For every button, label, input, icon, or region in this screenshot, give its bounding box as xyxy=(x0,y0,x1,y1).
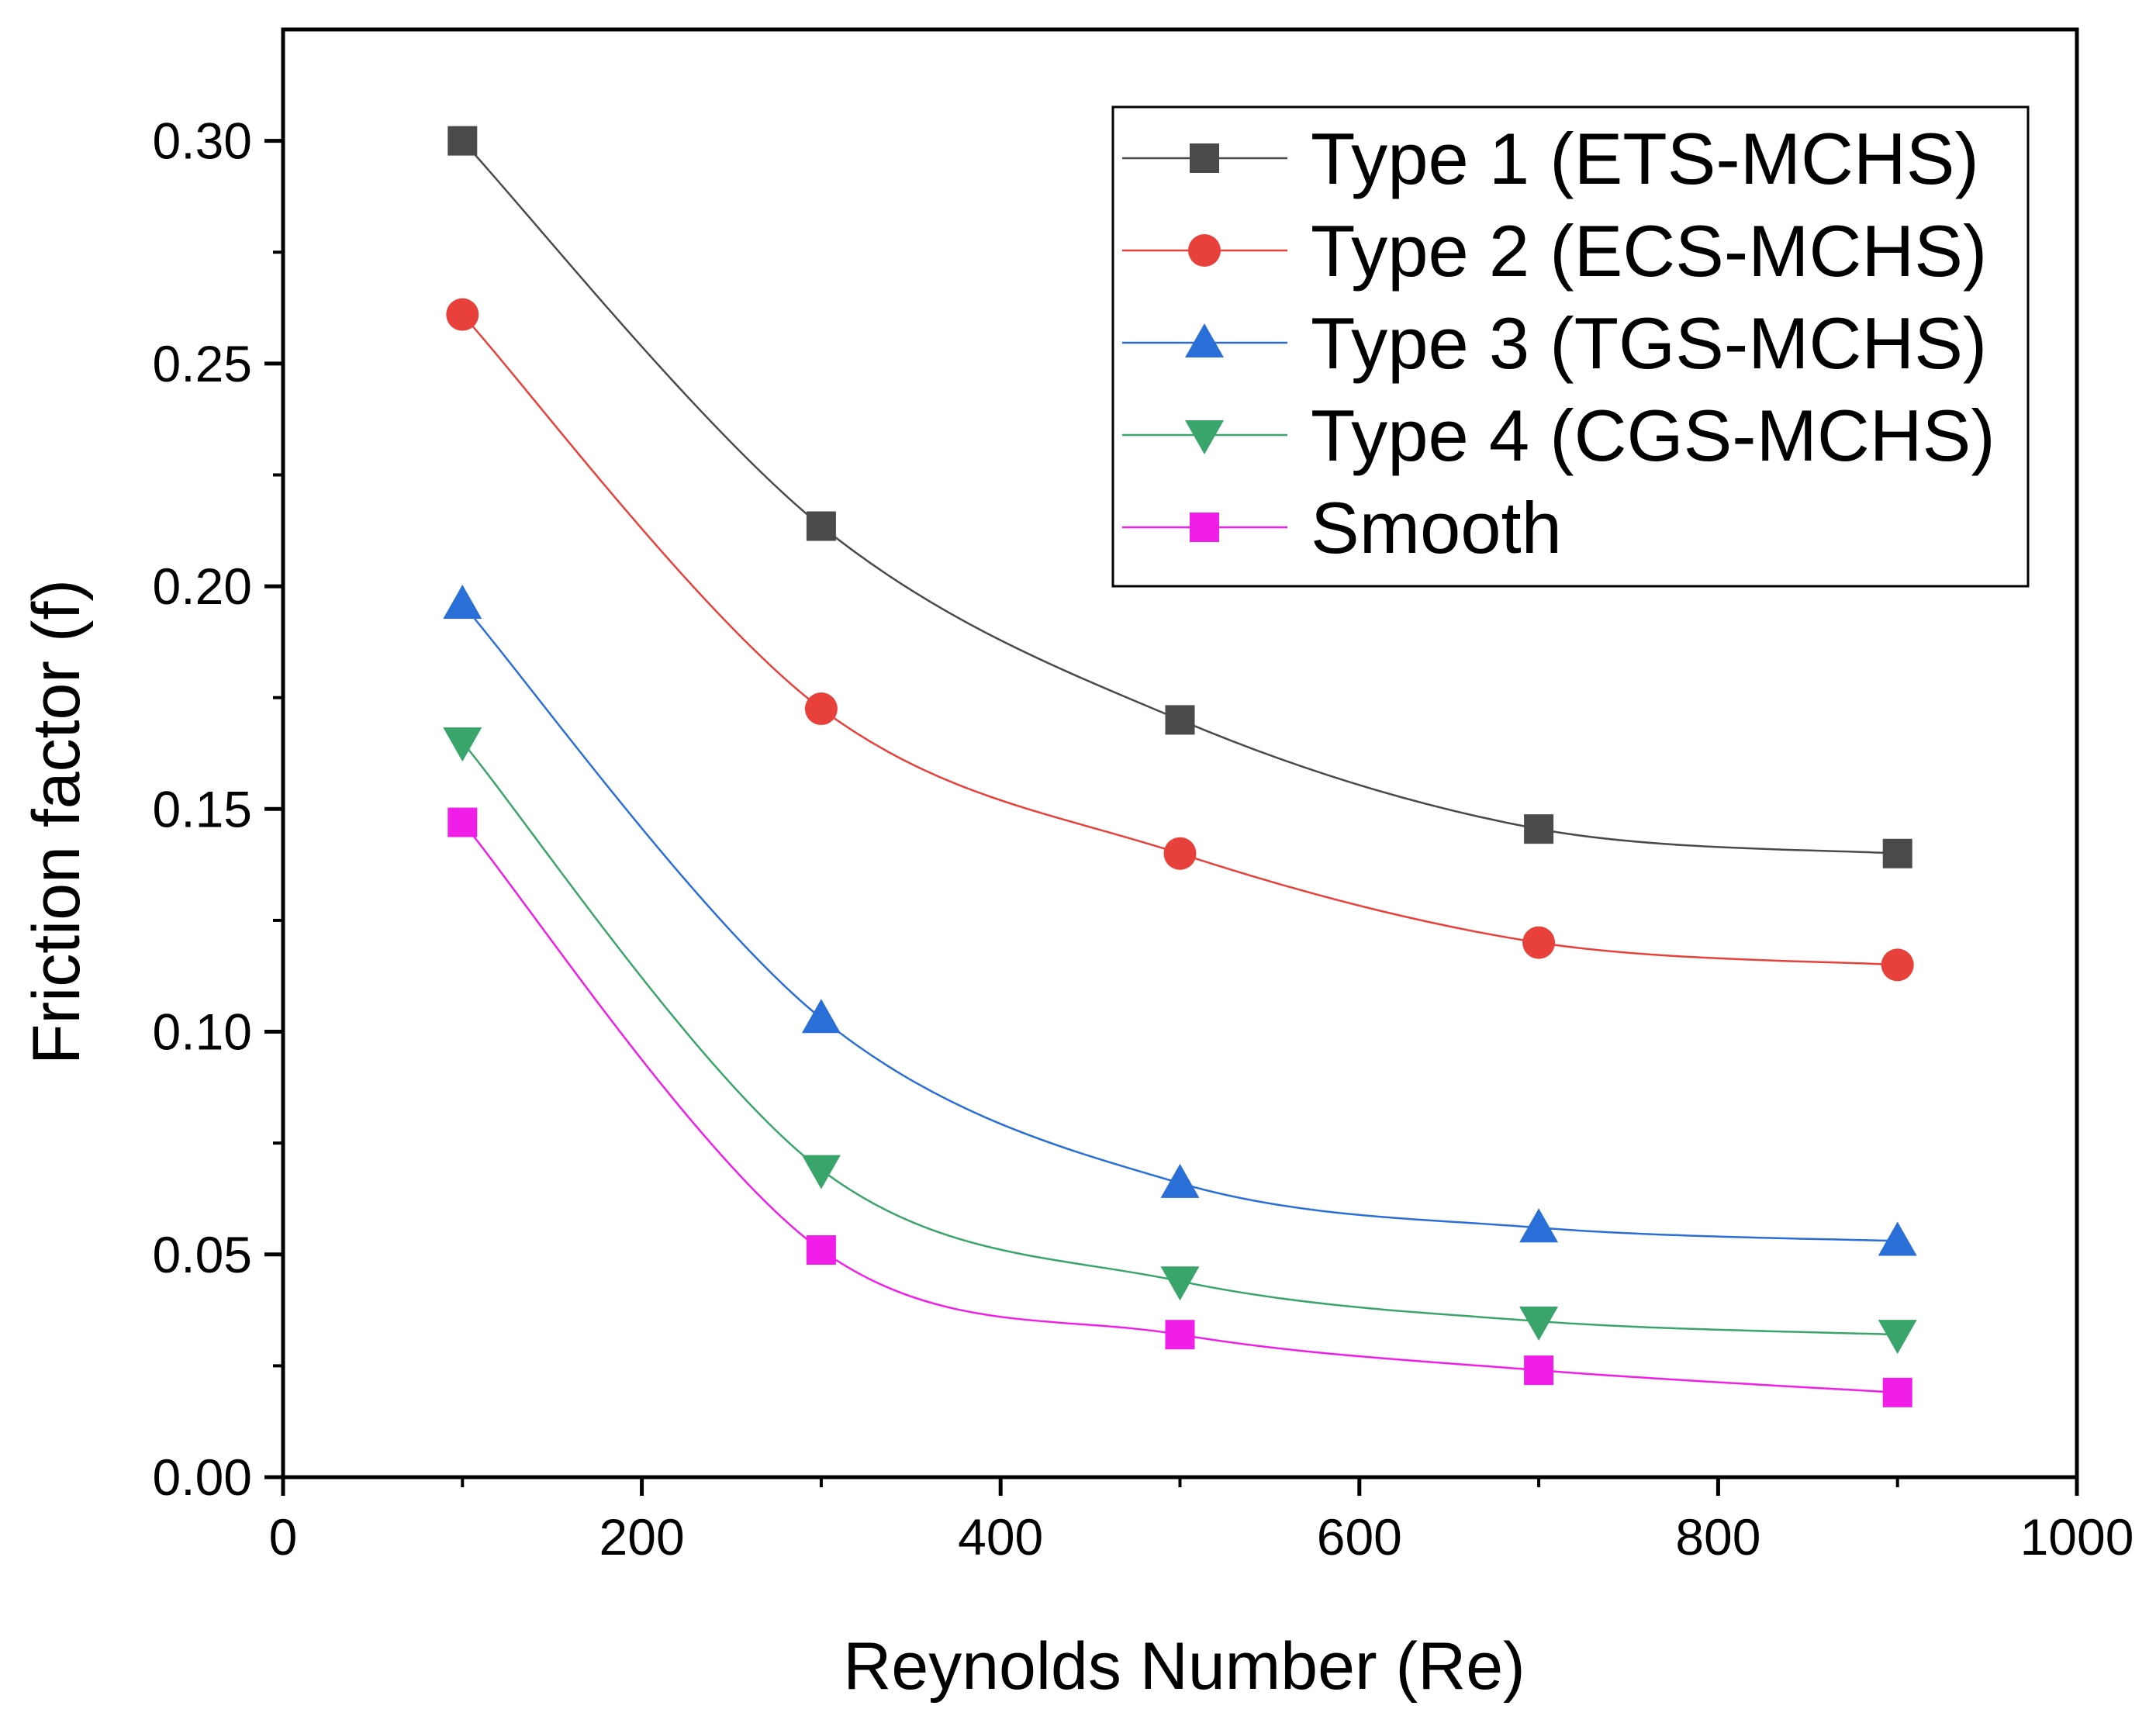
data-point-series-4 xyxy=(1160,1266,1200,1301)
data-point-series-5 xyxy=(1524,1355,1554,1386)
legend-box xyxy=(1111,105,2030,588)
legend-item: Type 2 (ECS-MCHS) xyxy=(1122,210,1987,292)
data-point-series-5 xyxy=(806,1235,836,1265)
data-point-series-1 xyxy=(447,126,478,156)
legend-label: Smooth xyxy=(1311,487,1562,568)
data-point-series-5 xyxy=(1882,1377,1912,1407)
y-tick-label: 0.10 xyxy=(153,1003,252,1061)
legend-marker xyxy=(1185,323,1224,357)
data-point-series-1 xyxy=(1524,814,1554,844)
data-point-series-3 xyxy=(1160,1163,1200,1198)
legend-marker xyxy=(1190,513,1219,542)
x-axis: 0 200 400 600 800 1000 xyxy=(269,1477,2134,1566)
y-tick-label: 0.15 xyxy=(153,780,252,837)
legend-item: Type 4 (CGS-MCHS) xyxy=(1122,395,1995,476)
data-point-series-5 xyxy=(447,807,478,837)
data-point-series-3 xyxy=(1878,1221,1917,1256)
data-point-series-2 xyxy=(1881,948,1914,982)
y-axis: 0.00 0.05 0.10 0.15 0.20 0.25 0.30 xyxy=(153,112,283,1506)
data-point-series-3 xyxy=(801,999,841,1034)
legend-marker xyxy=(1185,420,1224,454)
series-line-3 xyxy=(461,603,1898,1242)
y-tick-label: 0.05 xyxy=(153,1226,252,1283)
series-line-4 xyxy=(461,741,1898,1336)
data-point-series-4 xyxy=(1519,1306,1559,1341)
data-point-series-2 xyxy=(446,298,479,331)
series-line-1 xyxy=(461,140,1898,855)
x-axis-label: Reynolds Number (Re) xyxy=(843,1629,1525,1704)
legend-marker xyxy=(1190,143,1219,173)
data-point-series-1 xyxy=(806,511,836,541)
data-point-series-4 xyxy=(443,727,482,762)
y-tick-label: 0.30 xyxy=(153,112,252,170)
x-tick-label: 600 xyxy=(1317,1508,1402,1566)
data-point-series-4 xyxy=(801,1155,841,1189)
x-tick-label: 0 xyxy=(269,1508,298,1566)
series-markers xyxy=(443,126,1917,1407)
data-point-series-2 xyxy=(1522,926,1556,959)
legend-label: Type 2 (ECS-MCHS) xyxy=(1311,210,1987,292)
legend-item: Type 3 (TGS-MCHS) xyxy=(1122,302,1987,384)
x-tick-label: 200 xyxy=(599,1508,685,1566)
series-curves xyxy=(461,140,1898,1394)
data-point-series-4 xyxy=(1878,1320,1917,1355)
series-line-5 xyxy=(461,821,1898,1394)
y-tick-label: 0.20 xyxy=(153,558,252,615)
legend-marker xyxy=(1188,234,1221,267)
data-point-series-3 xyxy=(1519,1208,1559,1243)
legend-label: Type 4 (CGS-MCHS) xyxy=(1311,395,1995,476)
data-point-series-1 xyxy=(1165,705,1195,735)
data-point-series-3 xyxy=(443,585,482,620)
legend: Type 1 (ETS-MCHS) Type 2 (ECS-MCHS) Type 3… xyxy=(1111,105,2030,588)
legend-item: Type 1 (ETS-MCHS) xyxy=(1122,118,1979,199)
legend-item: Smooth xyxy=(1122,487,1562,568)
x-tick-label: 800 xyxy=(1675,1508,1760,1566)
y-axis-label: Friction factor (f) xyxy=(19,579,94,1065)
legend-label: Type 1 (ETS-MCHS) xyxy=(1311,118,1979,199)
x-tick-label: 400 xyxy=(958,1508,1043,1566)
series-line-2 xyxy=(461,313,1898,966)
y-tick-label: 0.25 xyxy=(153,335,252,392)
legend-label: Type 3 (TGS-MCHS) xyxy=(1311,302,1987,384)
data-point-series-2 xyxy=(804,692,838,726)
data-point-series-1 xyxy=(1882,838,1912,868)
y-tick-label: 0.00 xyxy=(153,1448,252,1506)
x-tick-label: 1000 xyxy=(2020,1508,2134,1566)
data-point-series-2 xyxy=(1163,837,1197,870)
data-point-series-5 xyxy=(1165,1320,1195,1350)
